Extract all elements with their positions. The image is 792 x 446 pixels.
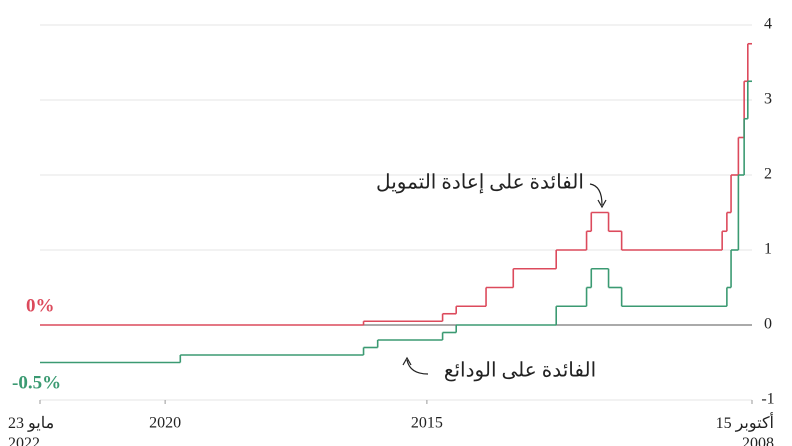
x-tick-label-line: 23 مايو [8,415,54,432]
y-tick-label: 0 [764,316,772,333]
y-tick-label: 2 [764,166,772,183]
arrow-head [597,199,607,209]
end-label: 0% [26,295,55,316]
series-label: الفائدة على الودائع [444,360,596,382]
y-tick-label: 3 [764,91,772,108]
series-label: الفائدة على إعادة التمويل [376,172,584,195]
y-tick-label: 1 [764,241,772,258]
y-tick-label: -1 [761,391,774,408]
x-tick-label-line: 2022 [8,435,40,446]
x-tick-label: 2020 [149,415,181,432]
x-tick-label: 15 أكتوبر 2008 [716,412,774,446]
grid: -1 0 1 2 3 4 23 مايو 2022 2020 2015 15 أكتوبر 2008 [8,16,775,446]
y-tick-label: 4 [764,16,772,33]
x-tick-label: 2015 [411,415,443,432]
lines [40,42,752,364]
arrow [406,359,429,375]
end-label: -0.5% [12,372,61,393]
x-tick-label: 23 مايو 2022 [8,415,54,446]
arrow-head [402,356,412,366]
x-tick-label-line: 15 أكتوبر [716,412,774,432]
arrow [589,183,603,206]
x-tick-label-line: 2008 [742,435,774,446]
